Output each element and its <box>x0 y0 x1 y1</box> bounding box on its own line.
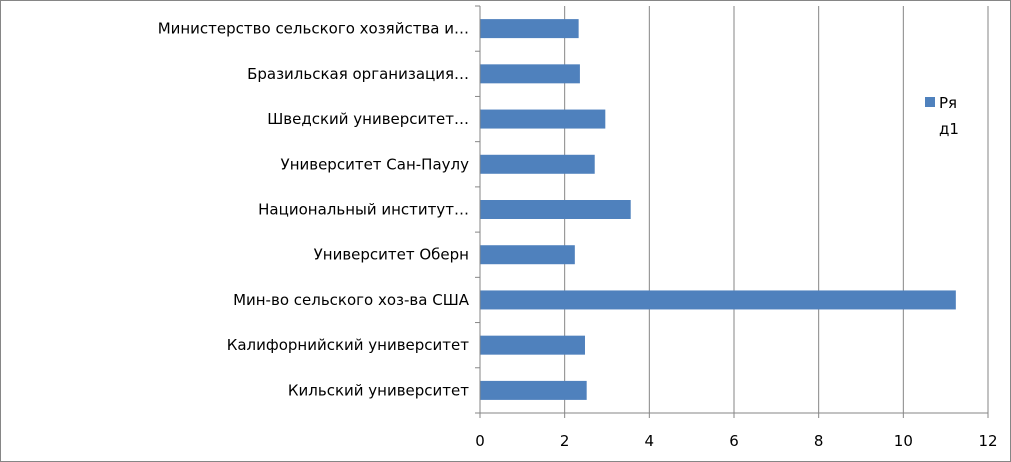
category-label-7: Калифорнийский университет <box>227 336 470 354</box>
legend-label-line-0: Ря <box>939 94 957 112</box>
bar-3 <box>480 154 595 174</box>
x-tick-label-2: 2 <box>560 432 570 450</box>
category-label-0: Министерство сельского хозяйства и… <box>158 20 469 38</box>
bar-1 <box>480 64 580 84</box>
category-label-4: Национальный институт… <box>258 201 469 219</box>
legend-label-line-1: д1 <box>939 120 959 138</box>
x-tick-label-4: 4 <box>645 432 655 450</box>
bar-8 <box>480 380 587 400</box>
category-label-2: Шведский университет… <box>267 110 469 128</box>
category-label-8: Кильский университет <box>288 381 469 399</box>
bar-6 <box>480 290 956 310</box>
bar-4 <box>480 200 631 219</box>
bar-2 <box>480 109 606 129</box>
category-label-6: Мин-во сельского хоз-ва США <box>233 291 470 309</box>
x-tick-label-6: 6 <box>729 432 739 450</box>
category-label-1: Бразильская организация… <box>247 65 469 83</box>
bar-7 <box>480 335 585 355</box>
category-label-3: Университет Сан-Паулу <box>281 155 470 173</box>
x-tick-label-10: 10 <box>894 432 913 450</box>
category-label-5: Университет Оберн <box>314 246 469 264</box>
x-tick-label-0: 0 <box>475 432 485 450</box>
x-tick-label-8: 8 <box>814 432 824 450</box>
bar-5 <box>480 245 575 265</box>
x-tick-label-12: 12 <box>978 432 997 450</box>
legend-swatch <box>925 97 935 107</box>
bar-0 <box>480 19 579 39</box>
